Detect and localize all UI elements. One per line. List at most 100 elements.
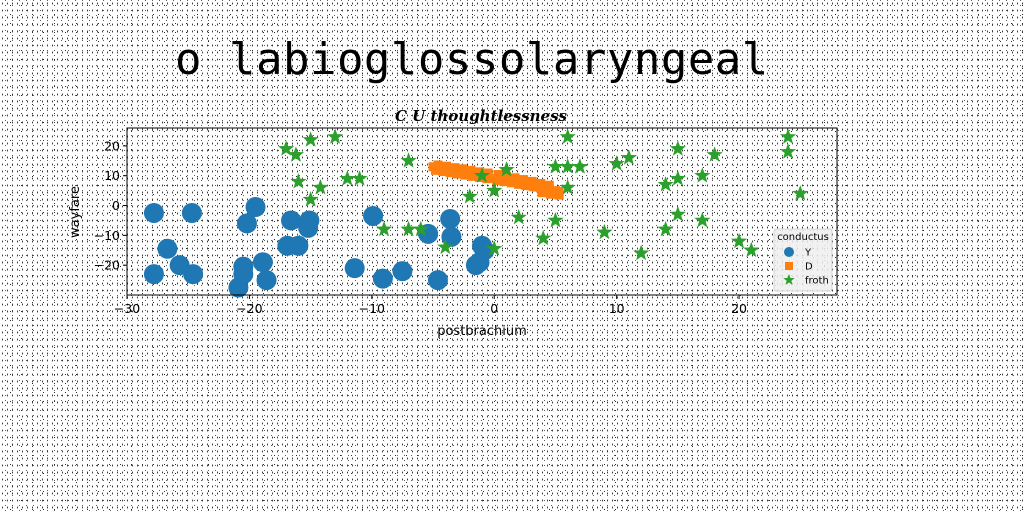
data-point xyxy=(559,128,576,144)
data-point xyxy=(363,205,384,226)
data-point xyxy=(527,176,537,186)
legend-label-y: Y xyxy=(804,248,812,259)
series-y xyxy=(143,197,495,298)
data-point xyxy=(302,131,319,147)
x-tick-label: −20 xyxy=(236,301,262,316)
x-axis-label: postbrachium xyxy=(437,324,527,339)
data-point xyxy=(440,208,461,229)
x-tick-label: 10 xyxy=(609,301,625,316)
data-point xyxy=(537,188,547,198)
data-point xyxy=(427,270,448,291)
data-point xyxy=(281,210,302,231)
series-froth xyxy=(278,128,809,261)
y-axis-label: wayfare xyxy=(68,186,83,238)
data-point xyxy=(669,170,686,186)
legend-title: conductus xyxy=(777,232,829,243)
data-point xyxy=(669,140,686,156)
chart-title: C U thoughtlessness xyxy=(395,107,568,125)
data-point xyxy=(252,252,273,273)
data-point xyxy=(519,175,529,185)
data-point xyxy=(442,161,451,171)
data-point xyxy=(157,238,178,259)
data-point xyxy=(466,165,476,175)
data-point xyxy=(501,171,511,181)
y-tick-label: −10 xyxy=(94,228,120,243)
data-point xyxy=(375,220,393,237)
data-point xyxy=(143,264,164,285)
data-point xyxy=(743,241,760,258)
y-tick-label: 0 xyxy=(112,198,120,213)
data-point xyxy=(596,223,613,240)
legend-marker-d xyxy=(785,262,793,270)
data-point xyxy=(183,264,204,285)
data-point xyxy=(510,208,527,225)
data-point xyxy=(506,178,516,188)
legend-label-froth: froth xyxy=(805,276,829,287)
data-point xyxy=(657,220,674,237)
data-point xyxy=(486,182,503,198)
data-point xyxy=(498,161,515,177)
data-point xyxy=(521,181,531,191)
plot-area xyxy=(143,128,809,298)
data-point xyxy=(433,160,443,170)
data-point xyxy=(559,179,576,195)
data-point xyxy=(288,235,309,256)
y-tick-label: −20 xyxy=(94,258,120,273)
data-point xyxy=(547,211,564,228)
x-tick-label: −10 xyxy=(359,301,385,316)
data-point xyxy=(492,175,502,185)
data-point xyxy=(412,220,429,237)
data-point xyxy=(245,197,266,218)
page-title: o labioglossolaryngeal xyxy=(175,34,769,85)
data-point xyxy=(236,213,257,234)
data-point xyxy=(400,220,417,237)
data-point xyxy=(392,261,413,282)
data-point xyxy=(457,164,467,174)
data-point xyxy=(554,190,564,200)
data-point xyxy=(620,149,637,165)
data-point xyxy=(792,185,809,201)
data-point xyxy=(514,179,524,189)
data-point xyxy=(493,170,503,180)
data-point xyxy=(730,232,748,249)
data-point xyxy=(287,146,305,162)
data-point xyxy=(181,202,202,223)
legend-marker-froth xyxy=(783,274,795,285)
data-point xyxy=(779,128,797,144)
series-d xyxy=(428,160,564,200)
data-point xyxy=(256,270,277,291)
data-point xyxy=(528,182,538,192)
y-tick-label: 20 xyxy=(104,138,120,153)
data-point xyxy=(460,170,470,180)
data-point xyxy=(657,176,674,192)
data-point xyxy=(499,177,509,187)
data-point xyxy=(535,229,552,246)
data-point xyxy=(571,158,589,174)
data-point xyxy=(669,205,686,222)
data-point xyxy=(547,158,564,174)
data-point xyxy=(430,165,440,175)
data-point xyxy=(467,171,477,181)
data-point xyxy=(327,128,344,144)
data-point xyxy=(536,178,546,188)
data-point xyxy=(544,180,554,190)
data-point xyxy=(437,238,454,255)
data-point xyxy=(546,189,556,199)
data-point xyxy=(559,158,576,174)
data-point xyxy=(453,169,463,179)
data-point xyxy=(438,167,448,177)
data-point xyxy=(450,163,460,173)
data-point xyxy=(278,140,295,156)
data-point xyxy=(482,174,492,184)
data-point xyxy=(486,240,503,256)
data-point xyxy=(400,152,417,168)
data-point xyxy=(510,173,520,183)
data-point xyxy=(441,226,462,247)
data-point xyxy=(706,146,723,162)
legend-marker-y xyxy=(784,247,794,257)
data-point xyxy=(779,143,797,159)
data-point xyxy=(233,264,254,285)
x-tick-label: −30 xyxy=(114,301,140,316)
